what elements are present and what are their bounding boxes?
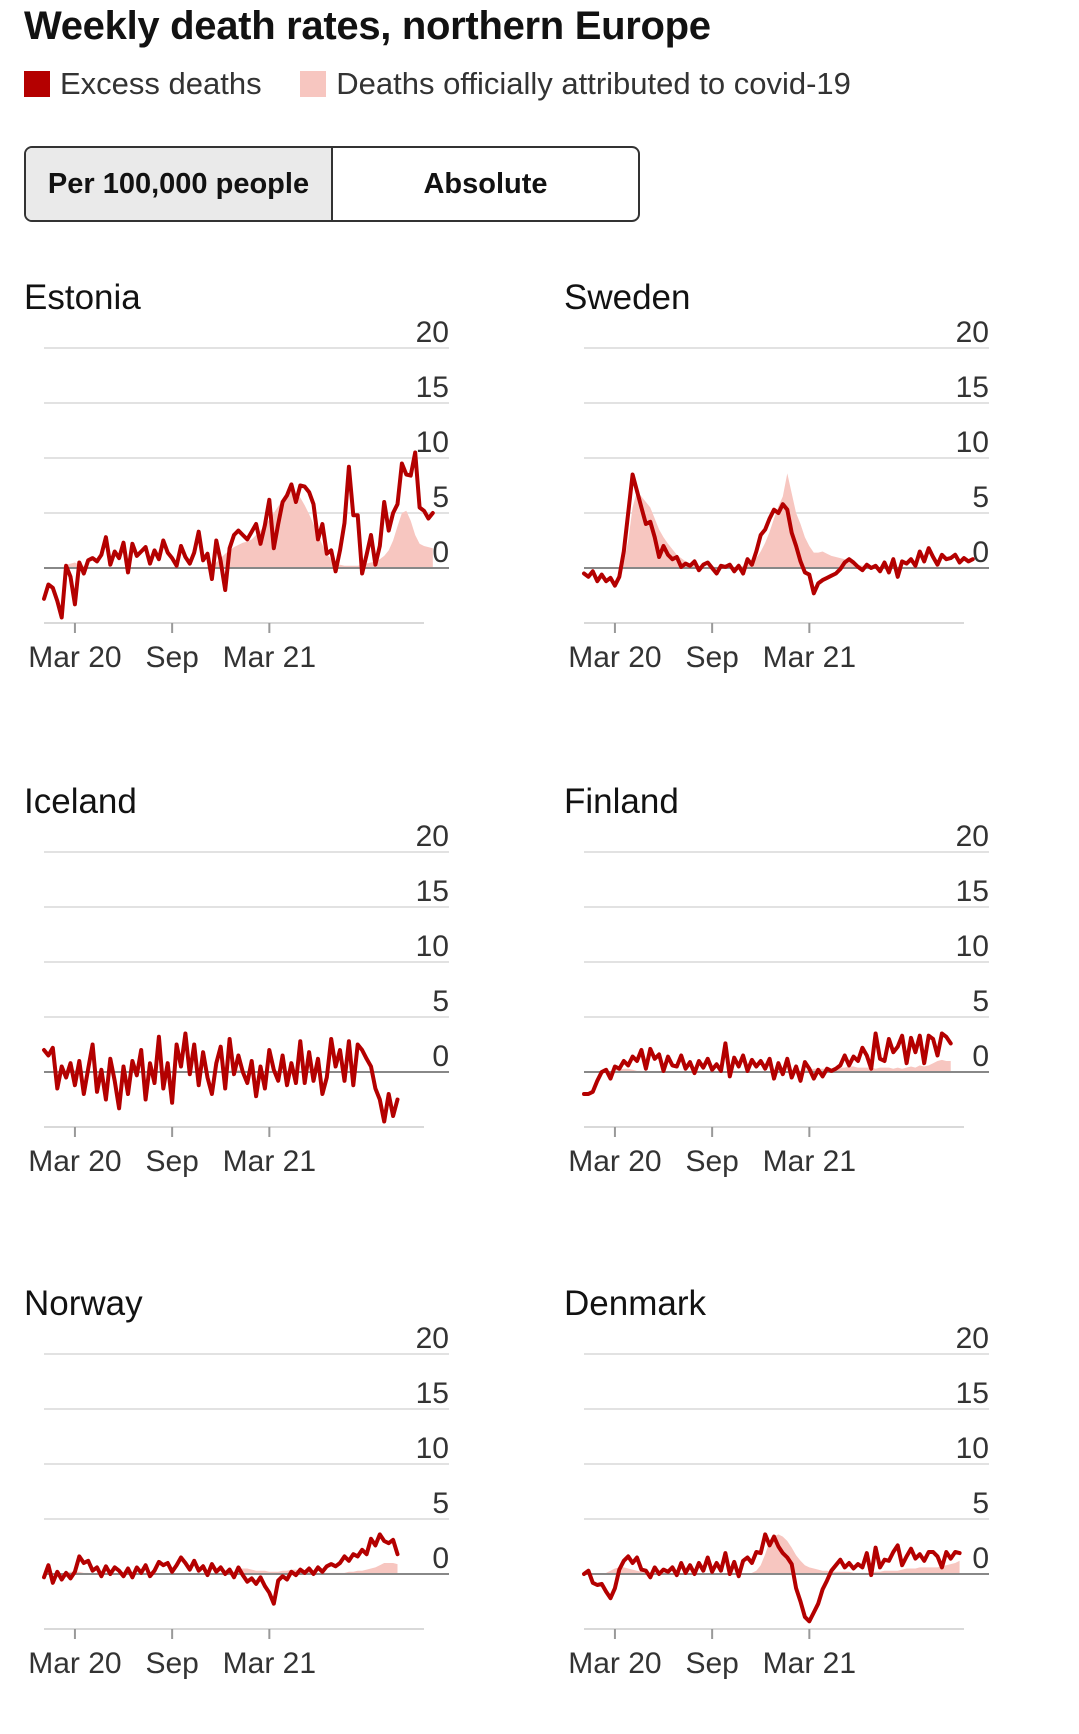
panel-title: Finland <box>564 782 679 821</box>
panel-estonia: Estonia 0 5 10 15 20 Mar 20 Sep Mar 21 <box>24 278 544 728</box>
y-tick-label: 5 <box>972 1487 989 1520</box>
unit-toggle: Per 100,000 people Absolute <box>24 146 640 222</box>
panel-iceland: Iceland 0 5 10 15 20 Mar 20 Sep Mar 21 <box>24 782 544 1232</box>
y-tick-label: 5 <box>432 1487 449 1520</box>
panel-sweden: Sweden 0 5 10 15 20 Mar 20 Sep Mar 21 <box>564 278 1079 728</box>
panel-title: Norway <box>24 1284 143 1323</box>
y-tick-label: 15 <box>416 875 449 908</box>
y-tick-label: 10 <box>416 426 449 459</box>
x-tick-label: Mar 20 <box>28 641 121 674</box>
x-tick-label: Mar 21 <box>763 641 856 674</box>
x-tick-label: Mar 20 <box>568 1647 661 1680</box>
x-tick-label: Sep <box>685 641 738 674</box>
y-tick-label: 5 <box>432 985 449 1018</box>
y-tick-label: 0 <box>972 1040 989 1073</box>
per-100k-button[interactable]: Per 100,000 people <box>26 148 333 220</box>
x-tick-label: Mar 21 <box>223 641 316 674</box>
legend-swatch-excess <box>24 71 50 97</box>
chart-estonia: 0 5 10 15 20 Mar 20 Sep Mar 21 <box>28 316 449 674</box>
chart-title: Weekly death rates, northern Europe <box>24 4 711 48</box>
y-tick-label: 20 <box>416 316 449 349</box>
covid-deaths-area <box>584 1059 951 1072</box>
panel-denmark: Denmark 0 5 10 15 20 Mar 20 Sep Mar 21 <box>564 1284 1079 1734</box>
panel-title: Estonia <box>24 278 141 317</box>
y-tick-label: 0 <box>432 1040 449 1073</box>
legend-label-excess: Excess deaths <box>60 66 262 101</box>
panel-norway: Norway 0 5 10 15 20 Mar 20 Sep Mar 21 <box>24 1284 544 1734</box>
y-tick-label: 20 <box>956 1322 989 1355</box>
panel-title: Denmark <box>564 1284 706 1323</box>
x-tick-label: Mar 21 <box>763 1145 856 1178</box>
chart-norway: 0 5 10 15 20 Mar 20 Sep Mar 21 <box>28 1322 449 1680</box>
y-tick-label: 15 <box>956 1377 989 1410</box>
x-tick-label: Sep <box>145 1647 198 1680</box>
covid-deaths-area <box>44 491 433 568</box>
y-tick-label: 5 <box>432 481 449 514</box>
chart-sweden: 0 5 10 15 20 Mar 20 Sep Mar 21 <box>568 316 989 674</box>
excess-deaths-line <box>582 1532 962 1624</box>
x-tick-label: Sep <box>145 641 198 674</box>
x-tick-label: Sep <box>685 1145 738 1178</box>
legend-item-covid: Deaths officially attributed to covid-19 <box>300 66 851 102</box>
y-tick-label: 0 <box>972 1542 989 1575</box>
covid-deaths-area <box>584 1534 960 1574</box>
excess-deaths-line <box>582 472 975 596</box>
y-tick-label: 15 <box>416 371 449 404</box>
y-tick-label: 20 <box>416 1322 449 1355</box>
absolute-button[interactable]: Absolute <box>423 167 548 200</box>
excess-deaths-line <box>42 450 435 620</box>
legend-swatch-covid <box>300 71 327 97</box>
excess-deaths-line <box>582 1031 953 1096</box>
y-tick-label: 10 <box>416 1432 449 1465</box>
y-tick-label: 20 <box>956 820 989 853</box>
covid-deaths-area <box>584 473 973 568</box>
x-tick-label: Mar 20 <box>568 1145 661 1178</box>
x-tick-label: Mar 20 <box>28 1647 121 1680</box>
y-tick-label: 5 <box>972 985 989 1018</box>
panel-title: Sweden <box>564 278 691 317</box>
x-tick-label: Sep <box>685 1647 738 1680</box>
y-tick-label: 0 <box>432 1542 449 1575</box>
x-tick-label: Mar 21 <box>763 1647 856 1680</box>
excess-deaths-line <box>42 1532 400 1606</box>
chart-denmark: 0 5 10 15 20 Mar 20 Sep Mar 21 <box>568 1322 989 1680</box>
x-tick-label: Mar 20 <box>28 1145 121 1178</box>
chart-finland: 0 5 10 15 20 Mar 20 Sep Mar 21 <box>568 820 989 1178</box>
y-tick-label: 5 <box>972 481 989 514</box>
y-tick-label: 15 <box>956 875 989 908</box>
x-tick-label: Mar 20 <box>568 641 661 674</box>
x-tick-label: Mar 21 <box>223 1145 316 1178</box>
legend: Excess deaths Deaths officially attribut… <box>24 66 881 105</box>
y-tick-label: 15 <box>416 1377 449 1410</box>
y-tick-label: 0 <box>432 536 449 569</box>
panel-finland: Finland 0 5 10 15 20 Mar 20 Sep Mar 21 <box>564 782 1079 1232</box>
x-tick-label: Mar 21 <box>223 1647 316 1680</box>
legend-label-covid: Deaths officially attributed to covid-19 <box>336 66 851 101</box>
y-tick-label: 10 <box>956 930 989 963</box>
y-tick-label: 0 <box>972 536 989 569</box>
x-tick-label: Sep <box>145 1145 198 1178</box>
y-tick-label: 10 <box>416 930 449 963</box>
y-tick-label: 20 <box>956 316 989 349</box>
y-tick-label: 15 <box>956 371 989 404</box>
y-tick-label: 10 <box>956 426 989 459</box>
panel-title: Iceland <box>24 782 137 821</box>
chart-iceland: 0 5 10 15 20 Mar 20 Sep Mar 21 <box>28 820 449 1178</box>
covid-deaths-area <box>44 1563 398 1574</box>
y-tick-label: 20 <box>416 820 449 853</box>
legend-item-excess: Excess deaths <box>24 66 262 102</box>
excess-deaths-line <box>42 1031 400 1124</box>
y-tick-label: 10 <box>956 1432 989 1465</box>
